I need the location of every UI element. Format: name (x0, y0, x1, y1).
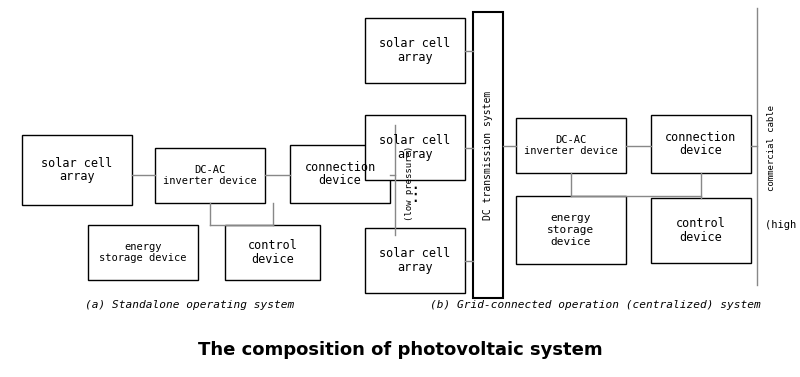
Text: array: array (59, 170, 95, 183)
Text: device: device (550, 238, 591, 247)
Text: solar cell: solar cell (379, 37, 450, 51)
Text: device: device (680, 144, 722, 157)
Text: solar cell: solar cell (42, 157, 113, 170)
Text: device: device (318, 174, 362, 187)
Text: ⋮: ⋮ (406, 185, 425, 204)
Text: DC transmission system: DC transmission system (483, 90, 493, 220)
Text: energy: energy (550, 213, 591, 222)
Text: The composition of photovoltaic system: The composition of photovoltaic system (198, 341, 602, 359)
Text: device: device (251, 253, 294, 265)
Text: connection: connection (666, 131, 737, 144)
Text: storage: storage (547, 225, 594, 235)
Bar (155, 148, 265, 203)
Text: inverter device: inverter device (163, 176, 257, 186)
Text: connection: connection (304, 161, 376, 174)
Bar (473, 12, 503, 298)
Bar (365, 228, 465, 293)
Bar (516, 118, 626, 173)
Text: inverter device: inverter device (524, 146, 618, 156)
Text: DC-AC: DC-AC (555, 135, 586, 145)
Text: energy: energy (124, 242, 162, 252)
Text: array: array (397, 147, 433, 161)
Text: control: control (247, 239, 298, 253)
Text: device: device (680, 231, 722, 244)
Text: (a) Standalone operating system: (a) Standalone operating system (86, 300, 294, 310)
Text: storage device: storage device (99, 253, 186, 263)
Text: (low pressure): (low pressure) (405, 146, 414, 221)
Bar (365, 115, 465, 180)
Text: array: array (397, 261, 433, 274)
Text: commercial cable: commercial cable (767, 105, 776, 191)
Text: (b) Grid-connected operation (centralized) system: (b) Grid-connected operation (centralize… (430, 300, 760, 310)
Bar (225, 225, 320, 280)
Bar (22, 135, 132, 205)
Bar (516, 196, 626, 264)
Bar (365, 18, 465, 83)
Text: solar cell: solar cell (379, 135, 450, 147)
Bar (651, 115, 751, 173)
Bar (88, 225, 198, 280)
Text: (high pressure): (high pressure) (765, 220, 800, 230)
Text: DC-AC: DC-AC (194, 165, 226, 175)
Text: solar cell: solar cell (379, 247, 450, 261)
Bar (290, 145, 390, 203)
Text: array: array (397, 51, 433, 64)
Text: control: control (676, 218, 726, 230)
Bar (651, 198, 751, 263)
